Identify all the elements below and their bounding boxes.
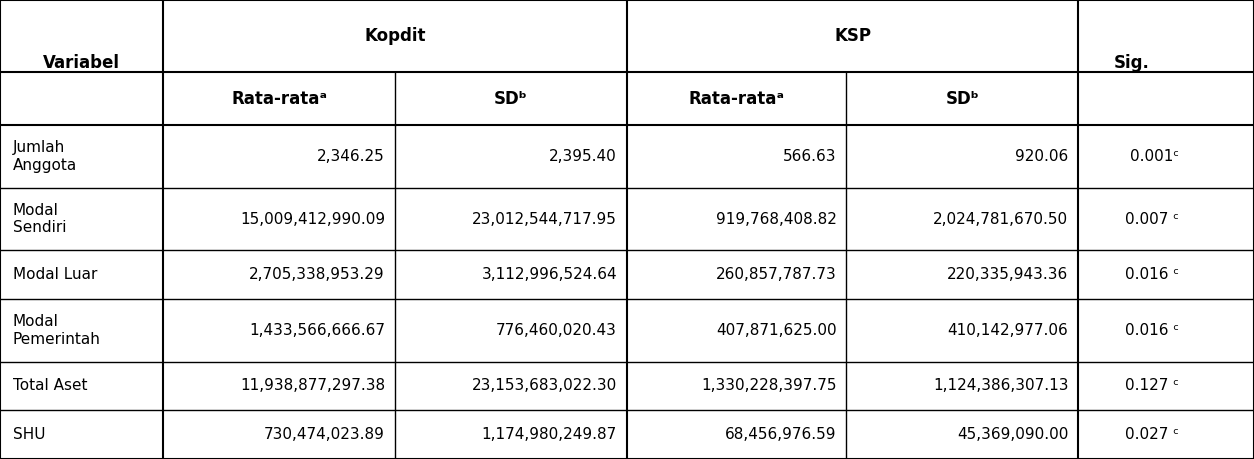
Text: 23,012,544,717.95: 23,012,544,717.95: [472, 212, 617, 227]
Text: KSP: KSP: [834, 27, 872, 45]
Text: Modal
Pemerintah: Modal Pemerintah: [13, 314, 100, 347]
Text: 1,330,228,397.75: 1,330,228,397.75: [701, 379, 836, 393]
Text: 2,395.40: 2,395.40: [549, 149, 617, 164]
Text: 260,857,787.73: 260,857,787.73: [716, 267, 836, 282]
Text: Modal
Sendiri: Modal Sendiri: [13, 203, 66, 235]
Text: Modal Luar: Modal Luar: [13, 267, 97, 282]
Text: Rata-rataᵃ: Rata-rataᵃ: [688, 90, 785, 107]
Text: 1,124,386,307.13: 1,124,386,307.13: [933, 379, 1068, 393]
Text: 920.06: 920.06: [1016, 149, 1068, 164]
Text: SDᵇ: SDᵇ: [494, 90, 528, 107]
Text: 0.027 ᶜ: 0.027 ᶜ: [1125, 427, 1179, 442]
Text: Sig.: Sig.: [1114, 54, 1150, 72]
Text: Total Aset: Total Aset: [13, 379, 87, 393]
Text: 0.007 ᶜ: 0.007 ᶜ: [1125, 212, 1179, 227]
Text: 1,433,566,666.67: 1,433,566,666.67: [250, 323, 385, 338]
Text: SHU: SHU: [13, 427, 45, 442]
Text: Kopdit: Kopdit: [364, 27, 426, 45]
Text: 45,369,090.00: 45,369,090.00: [957, 427, 1068, 442]
Text: 11,938,877,297.38: 11,938,877,297.38: [240, 379, 385, 393]
Text: 407,871,625.00: 407,871,625.00: [716, 323, 836, 338]
Text: 68,456,976.59: 68,456,976.59: [725, 427, 836, 442]
Text: 3,112,996,524.64: 3,112,996,524.64: [482, 267, 617, 282]
Text: 0.127 ᶜ: 0.127 ᶜ: [1125, 379, 1179, 393]
Text: 2,024,781,670.50: 2,024,781,670.50: [933, 212, 1068, 227]
Text: 2,346.25: 2,346.25: [317, 149, 385, 164]
Text: 0.016 ᶜ: 0.016 ᶜ: [1125, 267, 1179, 282]
Text: 730,474,023.89: 730,474,023.89: [265, 427, 385, 442]
Text: 2,705,338,953.29: 2,705,338,953.29: [250, 267, 385, 282]
Text: 919,768,408.82: 919,768,408.82: [716, 212, 836, 227]
Text: 566.63: 566.63: [782, 149, 836, 164]
Text: 23,153,683,022.30: 23,153,683,022.30: [472, 379, 617, 393]
Text: 776,460,020.43: 776,460,020.43: [497, 323, 617, 338]
Text: 15,009,412,990.09: 15,009,412,990.09: [240, 212, 385, 227]
Text: Jumlah
Anggota: Jumlah Anggota: [13, 140, 76, 173]
Text: Rata-rataᵃ: Rata-rataᵃ: [231, 90, 327, 107]
Text: 0.001ᶜ: 0.001ᶜ: [1130, 149, 1179, 164]
Text: 0.016 ᶜ: 0.016 ᶜ: [1125, 323, 1179, 338]
Text: 1,174,980,249.87: 1,174,980,249.87: [482, 427, 617, 442]
Text: 410,142,977.06: 410,142,977.06: [948, 323, 1068, 338]
Text: Variabel: Variabel: [43, 54, 120, 72]
Text: SDᵇ: SDᵇ: [946, 90, 979, 107]
Text: 220,335,943.36: 220,335,943.36: [947, 267, 1068, 282]
